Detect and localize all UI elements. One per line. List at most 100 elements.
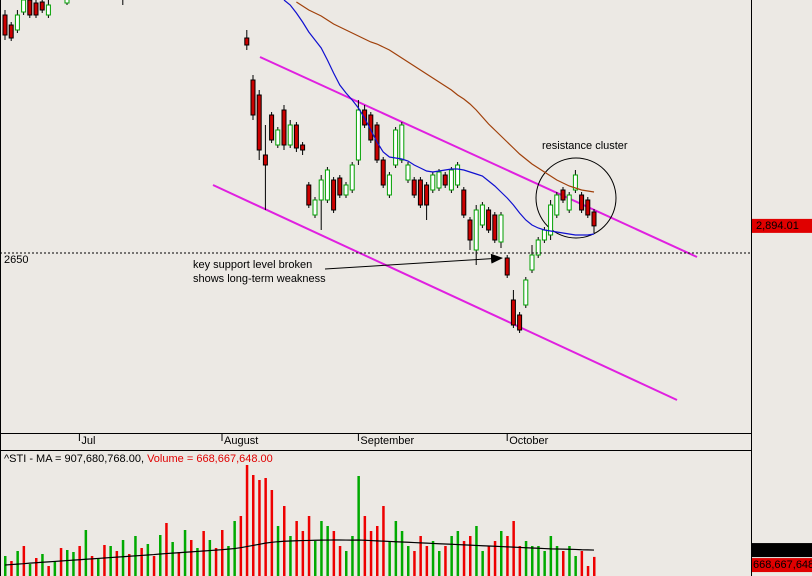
candle-body	[386, 174, 392, 196]
annotation-support: key support level broken	[193, 259, 312, 271]
candle-body	[393, 129, 399, 166]
volume-bar	[22, 546, 26, 576]
candle-body	[479, 204, 485, 226]
volume-bar	[586, 566, 590, 576]
candle-body	[306, 184, 312, 206]
volume-bar	[376, 526, 379, 576]
candle-body	[27, 0, 33, 16]
volume-bar	[258, 480, 261, 576]
volume-bar	[388, 541, 391, 576]
volume-label-box	[752, 558, 812, 573]
volume-bar	[487, 546, 491, 576]
volume-bar	[531, 546, 534, 576]
candle-body	[399, 124, 405, 161]
volume-bar	[97, 558, 100, 576]
candle-body	[461, 189, 467, 216]
x-tick-label: October	[509, 435, 548, 447]
volume-bar	[475, 526, 478, 576]
volume-bar	[369, 531, 373, 576]
volume-pane	[4, 465, 596, 576]
candle-body	[498, 214, 504, 243]
candle-body	[331, 179, 337, 211]
price-label-box	[752, 218, 812, 233]
candle-body	[504, 257, 510, 276]
candle-body	[250, 79, 256, 116]
volume-bar	[103, 545, 106, 576]
annotation-resistance: resistance cluster	[542, 140, 628, 152]
volume-bar	[165, 523, 168, 576]
volume-bar	[425, 546, 429, 576]
volume-bar	[593, 556, 596, 576]
candle-body	[269, 114, 275, 141]
candle-body	[572, 174, 578, 191]
volume-bar	[264, 478, 267, 576]
volume-bar	[363, 516, 367, 576]
volume-bar	[270, 490, 274, 576]
candle-body	[318, 179, 324, 201]
volume-name: Volume	[147, 453, 184, 465]
volume-bar	[450, 536, 453, 576]
volume-bar	[320, 521, 323, 576]
candle-body	[33, 2, 39, 16]
volume-bar	[128, 554, 131, 576]
volume-bar	[84, 530, 88, 576]
volume-bar	[10, 561, 13, 576]
volume-header: ^STI - MA = 907,680,768.00, Volume = 668…	[4, 453, 273, 465]
candle-body	[405, 164, 411, 181]
volume-bar	[543, 551, 546, 576]
candle-body	[275, 129, 281, 146]
volume-bar	[72, 552, 75, 576]
resistance-circle	[535, 157, 617, 239]
volume-bar	[568, 546, 571, 576]
volume-bar	[481, 551, 484, 576]
candle-body	[424, 184, 430, 206]
volume-bar	[537, 546, 540, 576]
volume-bar	[524, 541, 528, 576]
annotation-support: shows long-term weakness	[193, 273, 326, 285]
ma-value: 907,680,768.00	[64, 453, 140, 465]
header-prefix: ^STI - MA =	[4, 453, 64, 465]
candle-body	[541, 229, 547, 241]
candle-body	[2, 14, 8, 36]
volume-bar	[512, 521, 515, 576]
channel-upper	[259, 56, 698, 258]
volume-bar	[469, 536, 472, 576]
candle-body	[8, 24, 14, 39]
volume-bar	[59, 548, 63, 576]
candle-body	[467, 219, 473, 241]
volume-bar	[196, 548, 199, 576]
candle-body	[492, 214, 498, 241]
volume-bar	[444, 546, 447, 576]
volume-bar	[41, 554, 44, 576]
candle-body	[411, 179, 417, 196]
volume-bar	[202, 531, 205, 576]
volume-bar	[462, 541, 466, 576]
x-tick-label: August	[224, 435, 258, 447]
candle-body	[256, 94, 262, 151]
volume-bar	[171, 542, 174, 576]
volume-bar	[146, 544, 150, 576]
candle-body	[448, 169, 454, 191]
ma-label: 907,680,768.00	[753, 544, 812, 556]
volume-bar	[580, 551, 584, 576]
volume-bar	[78, 546, 81, 576]
candle-body	[585, 199, 591, 216]
candle-body	[455, 164, 461, 186]
volume-bar	[276, 526, 280, 576]
volume-bar	[140, 548, 143, 576]
candle-body	[244, 37, 250, 46]
candle-body	[39, 1, 45, 11]
candle-body	[64, 0, 70, 4]
volume-bar	[562, 551, 565, 576]
volume-bar	[227, 546, 230, 576]
candle-body	[21, 0, 27, 13]
x-tick-label: Jul	[81, 435, 95, 447]
candle-body	[566, 194, 572, 211]
candle-body	[355, 109, 361, 161]
volume-bar	[239, 516, 243, 576]
x-tick-label: September	[360, 435, 414, 447]
candle-body	[523, 279, 529, 306]
volume-bar	[326, 526, 329, 576]
candle-body	[343, 184, 349, 196]
volume-bar	[456, 531, 460, 576]
